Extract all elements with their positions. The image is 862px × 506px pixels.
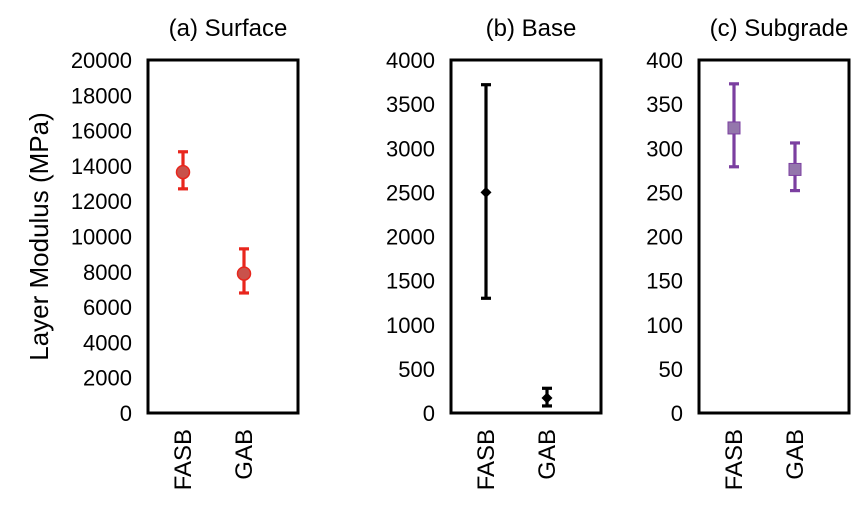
y-tick-label: 300 [646,136,683,161]
chart-panel-3: (c) Subgrade 0 50 100 150 200 250 300 350 400 FASB… [646,15,851,490]
y-tick-label: 4000 [386,48,435,73]
chart-title: (c) Subgrade [710,15,849,42]
y-tick-label: 1000 [386,313,435,338]
x-tick-label: FASB [721,429,748,490]
y-tick-label: 3000 [386,136,435,161]
y-tick-label: 18000 [71,83,132,108]
plot-frame [697,58,851,415]
data-point [175,164,191,180]
y-tick-label: 3500 [386,92,435,117]
y-tick-label: 250 [646,180,683,205]
y-tick-label: 6000 [83,295,132,320]
y-tick-label: 200 [646,225,683,250]
y-tick-label: 400 [646,48,683,73]
y-tick-label: 4000 [83,330,132,355]
chart-panel-2: (b) Base 0 500 1000 1500 2000 2500 3000 3500 4000… [386,15,603,490]
y-tick-label: 1500 [386,269,435,294]
data-point [541,392,553,404]
y-tick-label: 100 [646,313,683,338]
plot-frame [146,58,300,415]
y-tick-label: 10000 [71,225,132,250]
y-tick-label: 0 [120,401,132,426]
data-point [727,121,741,135]
y-tick-label: 12000 [71,189,132,214]
x-tick-label: GAB [231,429,258,480]
x-tick-label: GAB [534,429,561,480]
x-tick-label: FASB [170,429,197,490]
y-tick-label: 20000 [71,48,132,73]
y-tick-label: 2000 [386,225,435,250]
y-tick-label: 2500 [386,180,435,205]
y-tick-label: 350 [646,92,683,117]
y-tick-label: 14000 [71,154,132,179]
chart-title: (b) Base [486,15,577,42]
y-tick-label: 16000 [71,119,132,144]
y-tick-label: 2000 [83,366,132,391]
y-tick-label: 0 [423,401,435,426]
y-tick-label: 0 [671,401,683,426]
y-tick-label: 50 [659,357,683,382]
y-axis-label: Layer Modulus (MPa) [24,112,54,361]
chart-title: (a) Surface [169,15,288,42]
data-point [480,186,492,198]
x-tick-label: FASB [473,429,500,490]
x-tick-label: GAB [782,429,809,480]
y-tick-label: 8000 [83,260,132,285]
data-point [788,162,802,176]
y-tick-label: 150 [646,269,683,294]
y-tick-label: 500 [398,357,435,382]
data-point [236,266,252,281]
plot-frame [449,58,603,415]
chart-panel-1: (a) Surface 0 2000 4000 6000 8000 10000 12000 14… [71,15,300,490]
